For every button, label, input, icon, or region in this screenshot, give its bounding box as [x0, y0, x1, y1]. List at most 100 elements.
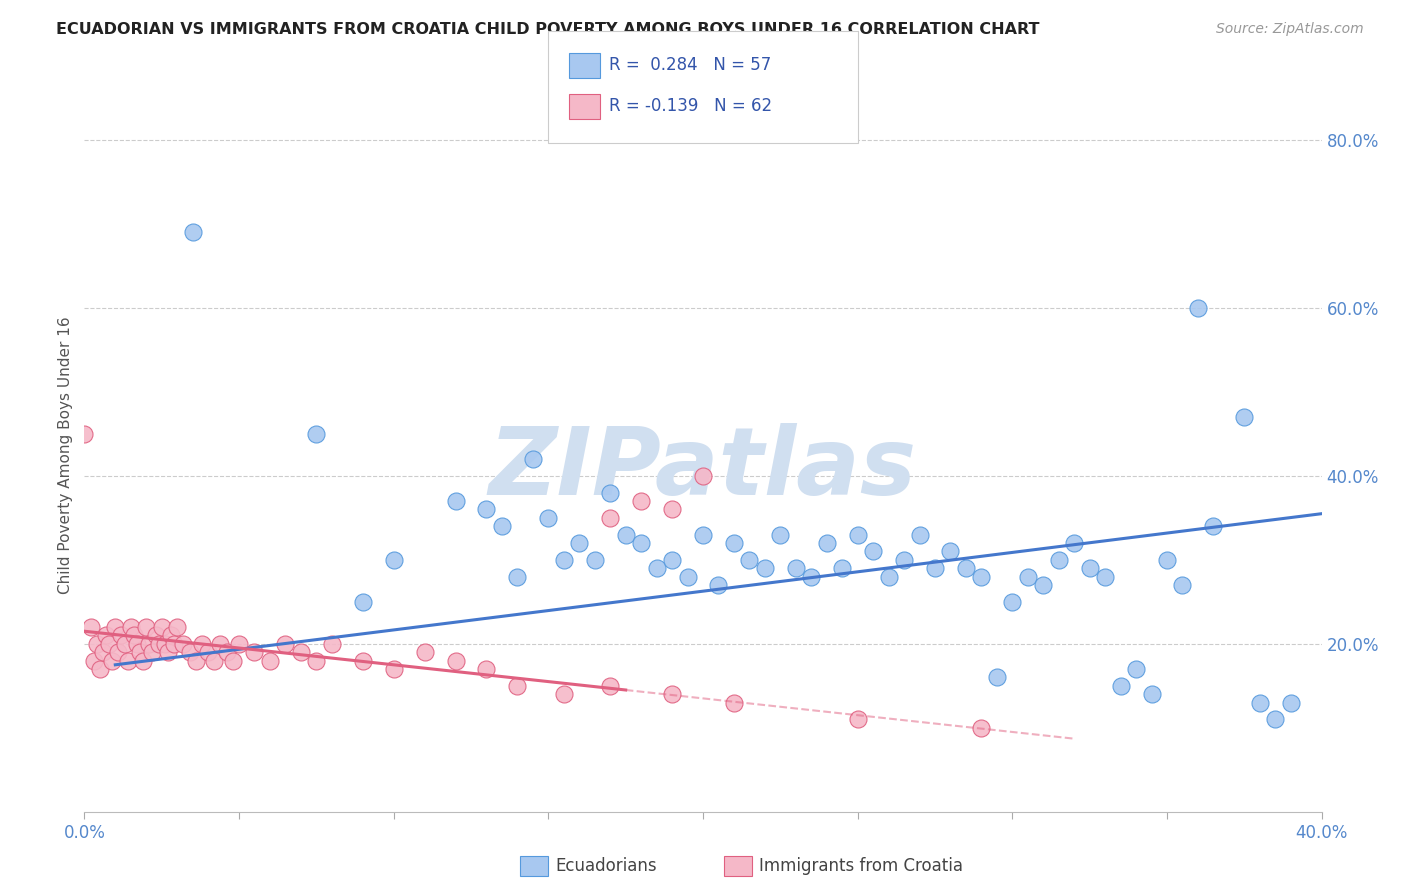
Point [645, 561, 668, 575]
Point [692, 527, 714, 541]
Point [243, 645, 266, 659]
Point [815, 536, 838, 550]
Point [754, 561, 776, 575]
Point [970, 569, 993, 583]
Point [79, 620, 101, 634]
Point [553, 553, 575, 567]
Point [181, 226, 204, 240]
Text: ZIPatlas: ZIPatlas [489, 423, 917, 516]
Point [676, 569, 699, 583]
Point [1140, 687, 1163, 701]
Point [1233, 410, 1256, 425]
Point [120, 620, 142, 634]
Point [138, 637, 160, 651]
Point [305, 426, 328, 441]
Point [1047, 553, 1070, 567]
Point [1001, 595, 1024, 609]
Point [129, 645, 152, 659]
Point [846, 527, 869, 541]
Text: R =  0.284   N = 57: R = 0.284 N = 57 [609, 56, 770, 74]
Point [1125, 662, 1147, 676]
Point [444, 494, 467, 508]
Point [723, 696, 745, 710]
Point [209, 637, 232, 651]
Point [1078, 561, 1101, 575]
Point [630, 494, 652, 508]
Point [908, 527, 931, 541]
Point [661, 553, 683, 567]
Point [723, 536, 745, 550]
Text: Immigrants from Croatia: Immigrants from Croatia [759, 857, 963, 875]
Point [222, 654, 245, 668]
Point [148, 637, 170, 651]
Point [1249, 696, 1271, 710]
Point [179, 645, 201, 659]
Point [150, 620, 173, 634]
Point [1171, 578, 1194, 592]
Text: ECUADORIAN VS IMMIGRANTS FROM CROATIA CHILD POVERTY AMONG BOYS UNDER 16 CORRELAT: ECUADORIAN VS IMMIGRANTS FROM CROATIA CH… [56, 22, 1040, 37]
Point [1202, 519, 1225, 533]
Point [83, 654, 105, 668]
Point [382, 553, 405, 567]
Point [537, 511, 560, 525]
Y-axis label: Child Poverty Among Boys Under 16: Child Poverty Among Boys Under 16 [58, 316, 73, 594]
Point [970, 721, 993, 735]
Point [166, 620, 188, 634]
Point [599, 511, 621, 525]
Point [89, 662, 111, 676]
Point [846, 712, 869, 726]
Point [568, 536, 591, 550]
Point [352, 595, 374, 609]
Point [274, 637, 297, 651]
Point [630, 536, 652, 550]
Point [831, 561, 853, 575]
Point [877, 569, 900, 583]
Point [986, 670, 1008, 684]
Point [661, 687, 683, 701]
Point [352, 654, 374, 668]
Point [305, 654, 328, 668]
Point [893, 553, 915, 567]
Point [769, 527, 792, 541]
Point [122, 628, 145, 642]
Point [939, 544, 962, 558]
Point [321, 637, 343, 651]
Point [522, 452, 544, 467]
Point [444, 654, 467, 668]
Point [785, 561, 807, 575]
Point [1156, 553, 1178, 567]
Point [707, 578, 730, 592]
Point [114, 637, 136, 651]
Point [290, 645, 312, 659]
Point [475, 662, 498, 676]
Point [1094, 569, 1116, 583]
Point [110, 628, 132, 642]
Point [141, 645, 163, 659]
Point [117, 654, 139, 668]
Point [614, 527, 637, 541]
Point [1264, 712, 1286, 726]
Point [153, 637, 176, 651]
Point [107, 645, 129, 659]
Point [955, 561, 977, 575]
Point [104, 620, 127, 634]
Point [475, 502, 498, 516]
Point [202, 654, 225, 668]
Point [862, 544, 884, 558]
Point [172, 637, 194, 651]
Point [1187, 301, 1209, 315]
Point [382, 662, 405, 676]
Point [599, 679, 621, 693]
Point [91, 645, 114, 659]
Point [156, 645, 179, 659]
Point [163, 637, 186, 651]
Point [1109, 679, 1132, 693]
Point [1017, 569, 1039, 583]
Text: Source: ZipAtlas.com: Source: ZipAtlas.com [1216, 22, 1364, 37]
Point [800, 569, 823, 583]
Point [1063, 536, 1085, 550]
Point [692, 469, 714, 483]
Point [191, 637, 214, 651]
Point [101, 654, 124, 668]
Point [506, 679, 529, 693]
